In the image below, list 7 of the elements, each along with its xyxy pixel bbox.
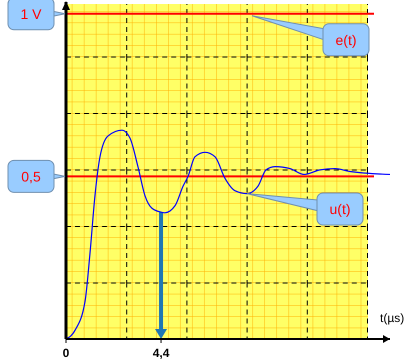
x-tick-label: 0 — [62, 346, 70, 360]
x-tick-label: 4,4 — [152, 346, 170, 360]
y-tick-label: 1 V — [20, 6, 42, 22]
y-tick-label: 0,5 — [21, 168, 41, 184]
x-axis-title: t(µs) — [380, 311, 404, 325]
ref-line-label: e(t) — [336, 32, 356, 48]
text: u(t) — [330, 201, 350, 217]
